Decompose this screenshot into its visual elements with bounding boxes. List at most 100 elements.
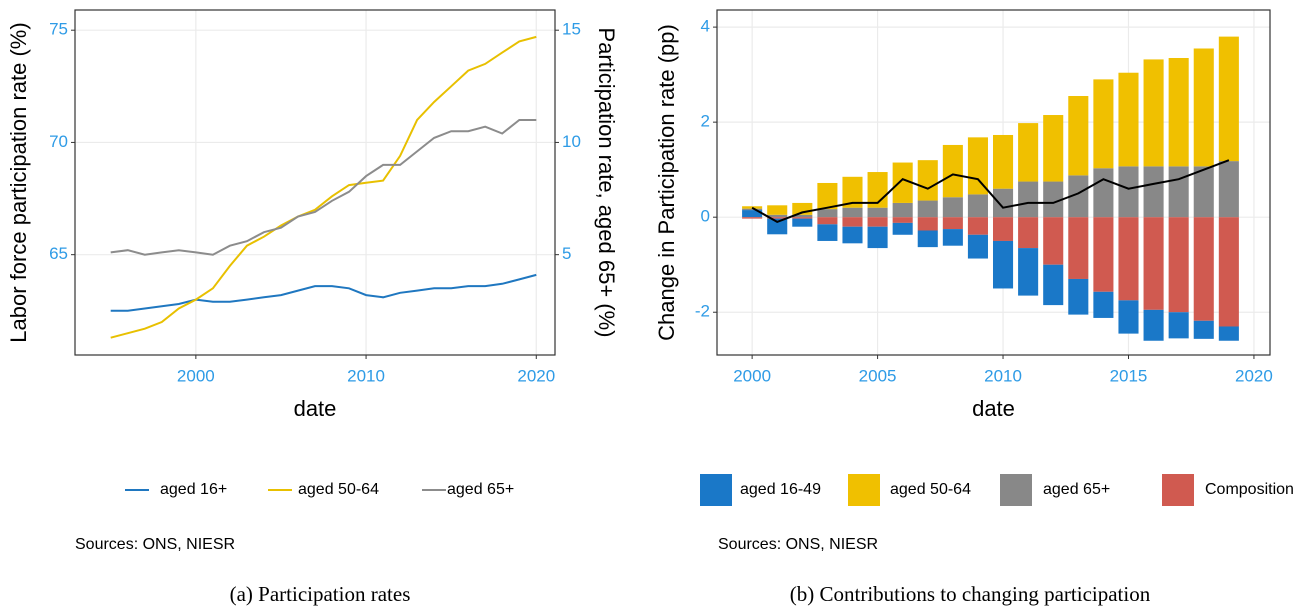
y2-axis-label: Participation rate, aged 65+ (%) bbox=[594, 27, 619, 337]
bar-segment bbox=[817, 224, 838, 241]
bar-segment bbox=[1193, 48, 1214, 167]
bar-segment bbox=[767, 217, 788, 219]
legend-label: aged 16+ bbox=[160, 481, 227, 498]
legend-swatch bbox=[700, 474, 732, 506]
bar-segment bbox=[1143, 217, 1164, 310]
bar-segment bbox=[1168, 57, 1189, 167]
x-tick-label: 2010 bbox=[984, 366, 1022, 385]
bar-segment bbox=[742, 206, 763, 209]
legend-label: aged 50-64 bbox=[890, 481, 971, 498]
bar-segment bbox=[817, 182, 838, 210]
bar-segment bbox=[917, 230, 938, 248]
x-tick-label: 2000 bbox=[177, 366, 215, 385]
bar-segment bbox=[842, 217, 863, 227]
bar-segment bbox=[867, 217, 888, 227]
caption: (a) Participation rates bbox=[230, 582, 411, 606]
bar-segment bbox=[1143, 166, 1164, 218]
x-tick-label: 2020 bbox=[517, 366, 555, 385]
y-tick-label: 65 bbox=[49, 244, 68, 263]
bar-segment bbox=[917, 160, 938, 201]
bar-segment bbox=[1168, 312, 1189, 339]
bar-segment bbox=[892, 217, 913, 223]
bar-segment bbox=[1068, 175, 1089, 218]
bar-segment bbox=[1193, 217, 1214, 321]
bar-segment bbox=[1068, 217, 1089, 279]
bar-segment bbox=[1093, 291, 1114, 318]
bar-segment bbox=[1018, 217, 1039, 249]
bar-segment bbox=[1193, 320, 1214, 339]
x-tick-label: 2020 bbox=[1235, 366, 1273, 385]
bar-segment bbox=[792, 218, 813, 227]
bar-segment bbox=[792, 217, 813, 219]
bar-segment bbox=[742, 217, 763, 219]
bar-segment bbox=[967, 234, 988, 259]
bar-segment bbox=[867, 226, 888, 249]
bar-segment bbox=[917, 200, 938, 218]
bar-segment bbox=[1143, 59, 1164, 167]
bar-segment bbox=[1043, 181, 1064, 218]
y-tick-label: -2 bbox=[695, 302, 710, 321]
bar-segment bbox=[1018, 123, 1039, 182]
bar-segment bbox=[1018, 181, 1039, 218]
legend-swatch bbox=[848, 474, 880, 506]
bar-segment bbox=[967, 217, 988, 235]
x-axis-label: date bbox=[972, 396, 1015, 421]
bar-segment bbox=[892, 162, 913, 203]
line bbox=[110, 119, 537, 256]
bar-segment bbox=[992, 134, 1014, 189]
bar-segment bbox=[817, 209, 838, 218]
bar-segment bbox=[1168, 166, 1189, 218]
bar-segment bbox=[842, 226, 863, 244]
y2-tick-label: 10 bbox=[562, 132, 581, 151]
legend-label: Composition bbox=[1205, 481, 1294, 498]
legend-label: aged 16-49 bbox=[740, 481, 821, 498]
legend-label: aged 65+ bbox=[1043, 481, 1110, 498]
bar-segment bbox=[1093, 217, 1114, 292]
bar-segment bbox=[1118, 72, 1139, 167]
legend-label: aged 65+ bbox=[447, 481, 514, 498]
bar-segment bbox=[1218, 36, 1239, 162]
y-tick-label: 4 bbox=[701, 17, 710, 36]
y-axis-label: Change in Participation rate (pp) bbox=[654, 24, 679, 341]
bar-segment bbox=[967, 137, 988, 195]
source-note: Sources: ONS, NIESR bbox=[75, 536, 235, 553]
bar-segment bbox=[792, 214, 813, 218]
bar-segment bbox=[992, 188, 1014, 218]
bar-segment bbox=[1218, 326, 1239, 341]
bar-segment bbox=[1168, 217, 1189, 313]
y-tick-label: 70 bbox=[49, 132, 68, 151]
legend-swatch bbox=[1000, 474, 1032, 506]
bar-segment bbox=[1118, 300, 1139, 334]
bar-segment bbox=[1043, 115, 1064, 182]
line bbox=[751, 159, 1230, 224]
bar-segment bbox=[767, 218, 788, 235]
line bbox=[110, 35, 537, 339]
y-tick-label: 2 bbox=[701, 112, 710, 131]
bar-segment bbox=[1218, 217, 1239, 327]
bar-segment bbox=[1043, 217, 1064, 265]
bar-segment bbox=[867, 207, 888, 218]
bar-segment bbox=[917, 217, 938, 231]
y-tick-label: 75 bbox=[49, 20, 68, 39]
x-tick-label: 2000 bbox=[733, 366, 771, 385]
x-tick-label: 2005 bbox=[859, 366, 897, 385]
legend-swatch bbox=[1162, 474, 1194, 506]
bar-segment bbox=[817, 217, 838, 225]
bar-segment bbox=[1118, 166, 1139, 218]
bar-segment bbox=[1143, 309, 1164, 341]
x-axis-label: date bbox=[294, 396, 337, 421]
bar-segment bbox=[742, 210, 763, 218]
bar-segment bbox=[767, 205, 788, 215]
plot-frame bbox=[74, 9, 556, 356]
bar-segment bbox=[1018, 248, 1039, 296]
caption: (b) Contributions to changing participat… bbox=[790, 582, 1151, 606]
x-tick-label: 2015 bbox=[1110, 366, 1148, 385]
bar-segment bbox=[1093, 79, 1114, 169]
x-tick-label: 2010 bbox=[347, 366, 385, 385]
bar-segment bbox=[1093, 168, 1114, 218]
bar-segment bbox=[942, 217, 963, 230]
plot-background bbox=[75, 10, 555, 355]
bar-segment bbox=[967, 194, 988, 218]
bar-segment bbox=[892, 202, 913, 218]
